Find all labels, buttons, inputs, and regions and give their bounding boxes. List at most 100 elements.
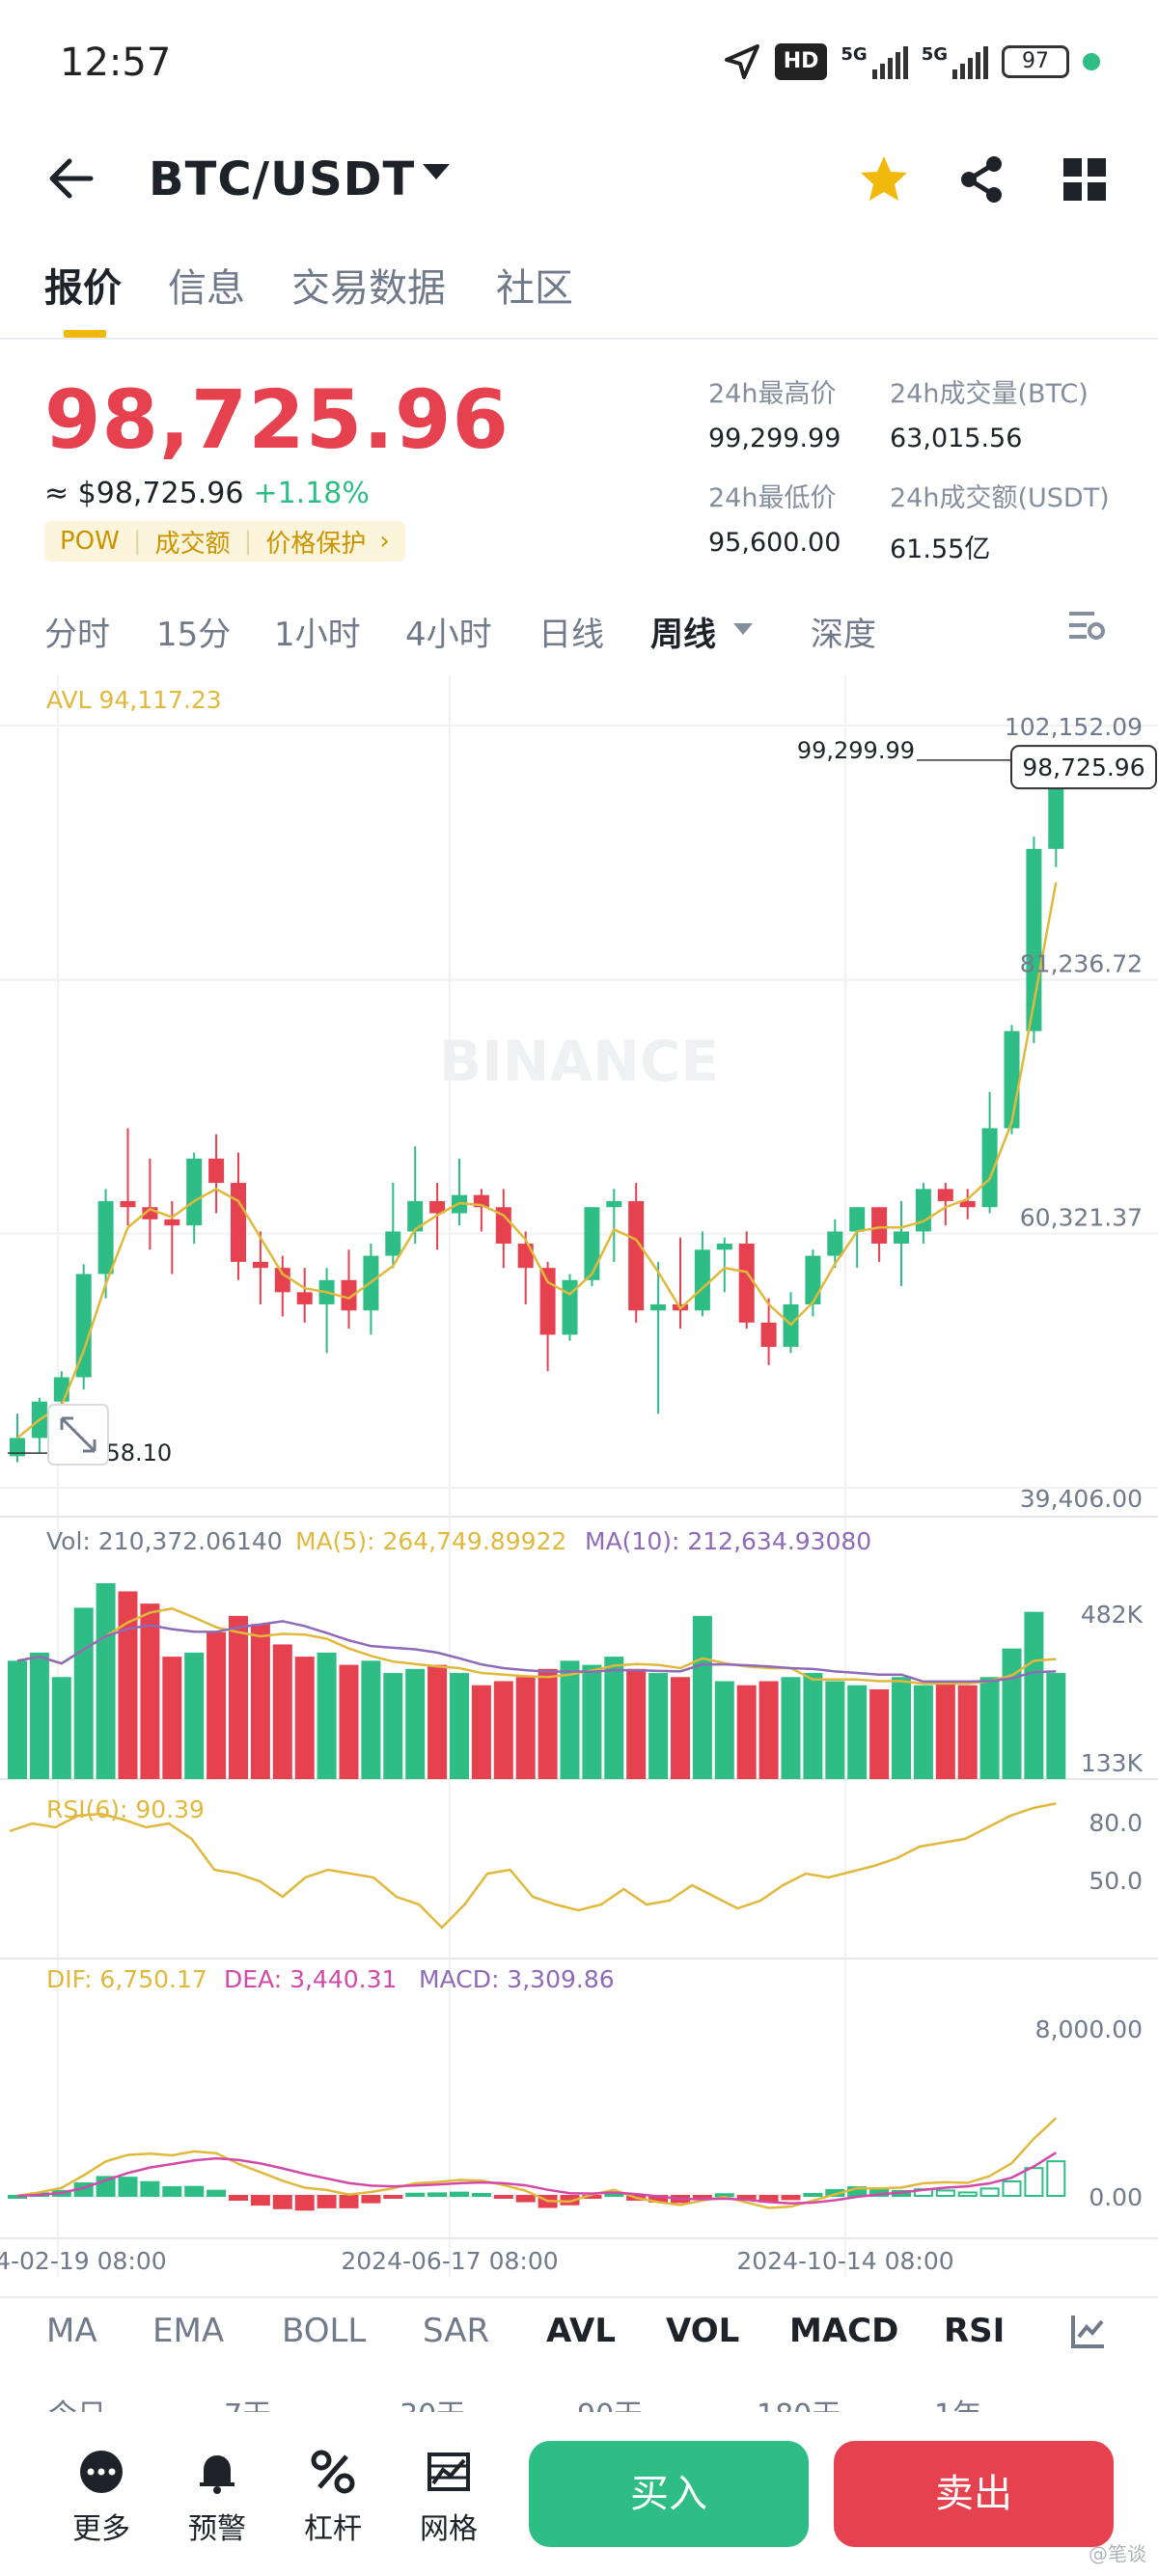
macd-bar — [803, 2192, 823, 2197]
sell-button[interactable]: 卖出 — [834, 2441, 1114, 2547]
candle-body — [562, 1279, 578, 1335]
interval-1d[interactable]: 日线 — [538, 616, 604, 654]
candle-body — [539, 1268, 556, 1335]
price-tick-label: 102,152.09 — [1005, 713, 1143, 741]
candle-body — [208, 1158, 225, 1184]
candle-body — [429, 1200, 446, 1214]
indicator-ema[interactable]: EMA — [152, 2312, 225, 2350]
candle-body — [274, 1268, 290, 1293]
volume-bar — [339, 1664, 359, 1779]
volume-bar — [626, 1668, 647, 1779]
tab-info[interactable]: 信息 — [168, 266, 245, 311]
range-30d[interactable]: 30天 — [400, 2391, 465, 2412]
candle-body — [385, 1231, 401, 1256]
back-arrow-icon[interactable] — [46, 156, 95, 201]
indicator-sar[interactable]: SAR — [423, 2312, 490, 2350]
candle-body — [650, 1303, 667, 1311]
volume-bar — [405, 1668, 426, 1779]
macd-bar — [317, 2195, 337, 2208]
battery-icon: 97 — [1002, 45, 1069, 78]
high-label: 99,299.99 — [797, 737, 915, 764]
volume-bar — [957, 1685, 978, 1779]
indicator-settings-icon[interactable] — [1069, 2312, 1108, 2350]
interval-timeline[interactable]: 分时 — [44, 616, 110, 654]
volume-bar — [1002, 1648, 1022, 1779]
volume-tick-label: 482K — [1081, 1601, 1144, 1629]
last-price-label: 98,725.96 — [1022, 754, 1144, 781]
chart-watermark: BINANCE — [439, 1028, 719, 1094]
volume-bar — [825, 1681, 845, 1779]
macd-bar — [1002, 2179, 1022, 2197]
x-axis-labels: 2024-02-19 08:00 2024-06-17 08:00 2024-10-… — [0, 2247, 954, 2275]
volume-bar — [869, 1688, 890, 1779]
macd-panel: DIF: 6,750.17 DEA: 3,440.31 MACD: 3,309.86… — [8, 1965, 1143, 2211]
volume-bar — [250, 1624, 270, 1779]
range-1y[interactable]: 1年 — [934, 2391, 981, 2412]
macd-bar — [361, 2195, 381, 2204]
volume-ma5-line — [16, 1606, 1057, 1685]
buy-button[interactable]: 买入 — [529, 2441, 809, 2547]
grid-menu-icon[interactable] — [1058, 152, 1112, 206]
interval-tabs: 分时 15分 1小时 4小时 日线 周线 深度 — [0, 608, 1158, 675]
nav-more[interactable]: 更多 — [58, 2449, 145, 2547]
candle-body — [252, 1261, 268, 1269]
nav-grid[interactable]: 网格 — [405, 2449, 492, 2547]
volume-bar — [1046, 1673, 1066, 1779]
volume-bar — [383, 1673, 403, 1779]
price-tick-label: 39,406.00 — [1020, 1485, 1143, 1513]
volume-bar — [803, 1673, 823, 1779]
location-icon — [724, 44, 759, 79]
tag-price-protection[interactable]: 价格保护 — [265, 529, 367, 559]
kline-chart[interactable]: BINANCE 102,152.09 81,236.72 60,321.37 39,4… — [0, 675, 1158, 2296]
nav-alert[interactable]: 预警 — [174, 2449, 261, 2547]
indicator-avl[interactable]: AVL — [546, 2312, 616, 2350]
tag-pow[interactable]: POW — [60, 527, 120, 556]
candle-body — [827, 1231, 843, 1256]
interval-1h[interactable]: 1小时 — [274, 616, 361, 654]
indicator-boll[interactable]: BOLL — [282, 2312, 367, 2350]
macd-bar — [162, 2185, 182, 2198]
volume-ma10-line — [16, 1620, 1057, 1684]
indicator-macd[interactable]: MACD — [789, 2312, 899, 2350]
volume-bar — [515, 1677, 536, 1779]
pair-title[interactable]: BTC/USDT — [149, 152, 416, 206]
chevron-down-icon[interactable] — [423, 164, 450, 179]
range-90d[interactable]: 90天 — [577, 2391, 643, 2412]
interval-4h[interactable]: 4小时 — [405, 616, 492, 654]
macd-bar — [957, 2191, 978, 2197]
bell-icon — [200, 2455, 234, 2494]
price-tick-label: 60,321.37 — [1020, 1204, 1143, 1232]
chevron-down-icon[interactable] — [733, 623, 753, 635]
tag-bar[interactable]: POW | 成交额 | 价格保护 › — [44, 521, 405, 562]
indicator-ma[interactable]: MA — [46, 2312, 97, 2350]
macd-bar — [493, 2195, 513, 2199]
range-today[interactable]: 今日 — [48, 2391, 106, 2412]
chevron-right-icon[interactable]: › — [379, 527, 390, 556]
indicator-vol[interactable]: VOL — [666, 2312, 740, 2350]
candle-body — [937, 1189, 953, 1201]
tab-trade-data[interactable]: 交易数据 — [291, 266, 446, 311]
candle-body — [760, 1322, 777, 1348]
candles — [10, 759, 1064, 1463]
indicator-tabs: MA EMA BOLL SAR AVL VOL MACD RSI — [0, 2296, 1158, 2364]
rsi-line — [9, 1801, 1057, 1930]
interval-1w[interactable]: 周线 — [650, 616, 716, 654]
tag-volume[interactable]: 成交额 — [154, 529, 231, 559]
macd-bar — [979, 2187, 1000, 2197]
candle-body — [606, 1200, 622, 1208]
last-price: 98,725.96 — [44, 372, 510, 467]
indicator-rsi[interactable]: RSI — [944, 2312, 1006, 2350]
star-icon[interactable] — [857, 152, 911, 206]
tab-quote[interactable]: 报价 — [44, 266, 122, 311]
chart-settings-icon[interactable] — [1065, 604, 1108, 646]
interval-15m[interactable]: 15分 — [156, 616, 232, 654]
share-icon[interactable] — [955, 152, 1009, 206]
candle-body — [10, 1438, 25, 1457]
nav-leverage[interactable]: 杠杆 — [290, 2449, 376, 2547]
interval-depth[interactable]: 深度 — [811, 616, 876, 654]
range-180d[interactable]: 180天 — [757, 2391, 841, 2412]
candle-body — [849, 1207, 866, 1232]
tab-indicator — [64, 330, 106, 338]
tab-community[interactable]: 社区 — [496, 266, 573, 311]
range-7d[interactable]: 7天 — [224, 2391, 271, 2412]
